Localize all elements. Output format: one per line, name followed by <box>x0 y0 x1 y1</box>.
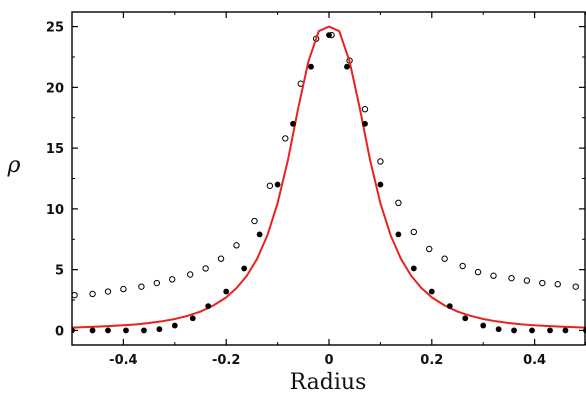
filled-marker <box>189 315 196 322</box>
x-tick-label: 0 <box>324 353 333 368</box>
filled-marker <box>446 303 453 310</box>
open-marker <box>361 106 369 113</box>
filled-marker <box>395 231 402 238</box>
filled-marker <box>223 288 230 295</box>
open-marker <box>539 279 546 287</box>
filled-marker <box>256 231 263 238</box>
open-marker <box>474 268 482 276</box>
filled-marker <box>141 327 147 334</box>
filled-marker <box>362 120 368 127</box>
filled-marker <box>410 265 417 272</box>
open-markers-series <box>72 31 579 299</box>
open-marker <box>426 245 433 253</box>
open-marker <box>441 255 448 262</box>
y-tick-label: 0 <box>55 324 64 339</box>
filled-marker <box>547 327 553 334</box>
filled-marker <box>241 265 248 272</box>
filled-marker <box>462 315 469 322</box>
filled-marker <box>377 181 384 188</box>
open-marker <box>202 265 209 272</box>
open-marker <box>508 274 515 282</box>
x-tick-label: -0.2 <box>212 353 240 368</box>
open-marker <box>554 281 561 288</box>
x-axis-label: Radius <box>290 370 367 395</box>
open-marker <box>169 276 176 283</box>
open-marker <box>490 272 497 279</box>
open-marker <box>89 290 96 298</box>
x-tick-marks <box>71 12 586 345</box>
y-tick-labels: 0 5 10 15 20 25 <box>46 21 64 340</box>
filled-marker <box>344 63 350 70</box>
open-marker <box>72 291 78 299</box>
open-marker <box>395 199 402 207</box>
filled-marker <box>495 326 502 333</box>
filled-marker <box>123 327 129 334</box>
y-tick-marks <box>72 25 585 332</box>
y-tick-label: 5 <box>55 264 64 279</box>
y-tick-label: 25 <box>46 21 64 36</box>
open-marker <box>282 135 289 142</box>
filled-marker <box>562 327 569 334</box>
open-marker <box>572 283 579 290</box>
x-tick-label: 0.4 <box>523 353 546 368</box>
filled-markers-series <box>72 32 586 334</box>
open-marker <box>410 228 418 236</box>
plot-frame <box>71 11 586 346</box>
y-axis-label: ρ <box>7 153 21 178</box>
open-marker <box>266 182 274 189</box>
x-tick-labels: -0.4 -0.2 0 0.2 0.4 <box>109 353 546 368</box>
x-tick-label: -0.4 <box>109 353 137 368</box>
model-curve <box>72 25 586 329</box>
filled-marker <box>156 326 163 333</box>
filled-marker <box>529 327 535 334</box>
y-tick-label: 10 <box>46 203 64 218</box>
open-marker <box>138 283 145 290</box>
open-marker <box>217 255 225 262</box>
open-marker <box>523 277 531 284</box>
filled-marker <box>511 327 517 334</box>
filled-marker <box>171 322 178 329</box>
open-marker <box>120 285 127 293</box>
filled-marker <box>274 181 281 188</box>
filled-marker <box>105 327 111 334</box>
x-tick-label: 0.2 <box>420 353 443 368</box>
axes: -0.4 -0.2 0 0.2 0.4 0 5 10 15 20 25 <box>46 11 586 368</box>
open-marker <box>377 158 384 165</box>
open-marker <box>153 279 161 287</box>
filled-marker <box>89 327 96 334</box>
y-tick-label: 20 <box>46 81 64 96</box>
open-marker <box>459 262 466 270</box>
open-marker <box>251 217 258 225</box>
open-marker <box>187 271 194 278</box>
open-marker <box>104 288 112 295</box>
filled-marker <box>205 303 212 310</box>
open-marker <box>233 242 240 249</box>
y-tick-label: 15 <box>46 142 64 157</box>
plot-area <box>72 25 586 334</box>
filled-marker <box>326 32 332 38</box>
filled-marker <box>290 120 296 127</box>
filled-marker <box>480 322 487 329</box>
filled-marker <box>428 288 435 295</box>
filled-marker <box>308 63 314 70</box>
